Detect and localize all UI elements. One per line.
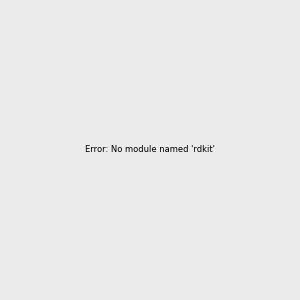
Text: Error: No module named 'rdkit': Error: No module named 'rdkit' (85, 146, 215, 154)
